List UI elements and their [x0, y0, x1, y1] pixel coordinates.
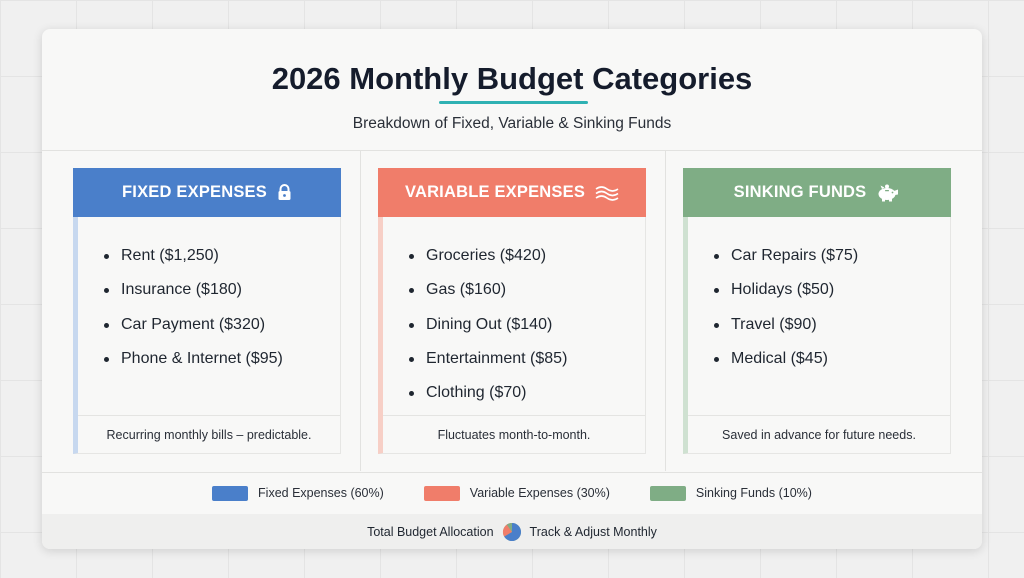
sinking-funds-body: Car Repairs ($75) Holidays ($50) Travel …: [683, 217, 951, 454]
wave-icon: [595, 185, 619, 201]
list-item: Car Repairs ($75): [714, 239, 950, 273]
legend-swatch: [423, 485, 460, 501]
legend-label: Sinking Funds (10%): [695, 486, 812, 500]
fixed-expenses-header: FIXED EXPENSES: [73, 168, 341, 217]
fixed-expenses-column: FIXED EXPENSES Rent ($1,250) Insurance (…: [73, 168, 341, 454]
variable-expenses-note: Fluctuates month-to-month.: [383, 415, 645, 453]
legend-item-variable: Variable Expenses (30%): [423, 485, 610, 501]
column-separator: [665, 151, 666, 471]
pie-chart-icon: [502, 522, 522, 542]
list-item: Medical ($45): [714, 342, 950, 376]
legend-label: Variable Expenses (30%): [469, 486, 610, 500]
fixed-expenses-body: Rent ($1,250) Insurance ($180) Car Payme…: [73, 217, 341, 454]
column-separator: [360, 151, 361, 471]
variable-expenses-column: VARIABLE EXPENSES Groceries ($420) Gas (…: [378, 168, 646, 454]
list-item: Holidays ($50): [714, 273, 950, 307]
list-item: Car Payment ($320): [104, 308, 340, 342]
sinking-funds-column: SINKING FUNDS Car Repairs ($75) Holidays…: [683, 168, 951, 454]
footer-right-text: Track & Adjust Monthly: [529, 524, 657, 539]
list-item: Entertainment ($85): [409, 342, 645, 376]
sinking-funds-title: SINKING FUNDS: [733, 183, 867, 201]
legend-swatch: [649, 485, 686, 501]
footer-left-text: Total Budget Allocation: [367, 524, 494, 539]
sinking-funds-list: Car Repairs ($75) Holidays ($50) Travel …: [688, 217, 950, 376]
piggy-bank-icon: [876, 184, 900, 202]
variable-expenses-body: Groceries ($420) Gas ($160) Dining Out (…: [378, 217, 646, 454]
variable-expenses-header: VARIABLE EXPENSES: [378, 168, 646, 217]
list-item: Groceries ($420): [409, 239, 645, 273]
fixed-expenses-note: Recurring monthly bills – predictable.: [78, 415, 340, 453]
variable-expenses-title: VARIABLE EXPENSES: [404, 183, 586, 201]
budget-card: 2026 Monthly Budget Categories Breakdown…: [42, 29, 982, 549]
list-item: Rent ($1,250): [104, 239, 340, 273]
sinking-funds-header: SINKING FUNDS: [683, 168, 951, 217]
fixed-expenses-list: Rent ($1,250) Insurance ($180) Car Payme…: [78, 217, 340, 376]
list-item: Phone & Internet ($95): [104, 342, 340, 376]
legend-label: Fixed Expenses (60%): [258, 486, 384, 500]
list-item: Insurance ($180): [104, 273, 340, 307]
variable-expenses-list: Groceries ($420) Gas ($160) Dining Out (…: [383, 217, 645, 410]
list-item: Travel ($90): [714, 308, 950, 342]
list-item: Dining Out ($140): [409, 308, 645, 342]
list-item: Gas ($160): [409, 273, 645, 307]
list-item: Clothing ($70): [409, 376, 645, 410]
legend-divider: [42, 472, 982, 473]
legend-item-sinking: Sinking Funds (10%): [649, 485, 812, 501]
title-underline: [439, 101, 588, 104]
fixed-expenses-title: FIXED EXPENSES: [122, 183, 267, 201]
legend: Fixed Expenses (60%) Variable Expenses (…: [42, 473, 982, 513]
sinking-funds-note: Saved in advance for future needs.: [688, 415, 950, 453]
footer-bar: Total Budget Allocation Track & Adjust M…: [42, 514, 982, 549]
legend-item-fixed: Fixed Expenses (60%): [212, 485, 384, 501]
legend-swatch: [212, 485, 249, 501]
header-divider: [42, 150, 982, 151]
page-title: 2026 Monthly Budget Categories: [271, 61, 753, 96]
page-subtitle: Breakdown of Fixed, Variable & Sinking F…: [352, 115, 672, 132]
lock-icon: [277, 184, 292, 201]
